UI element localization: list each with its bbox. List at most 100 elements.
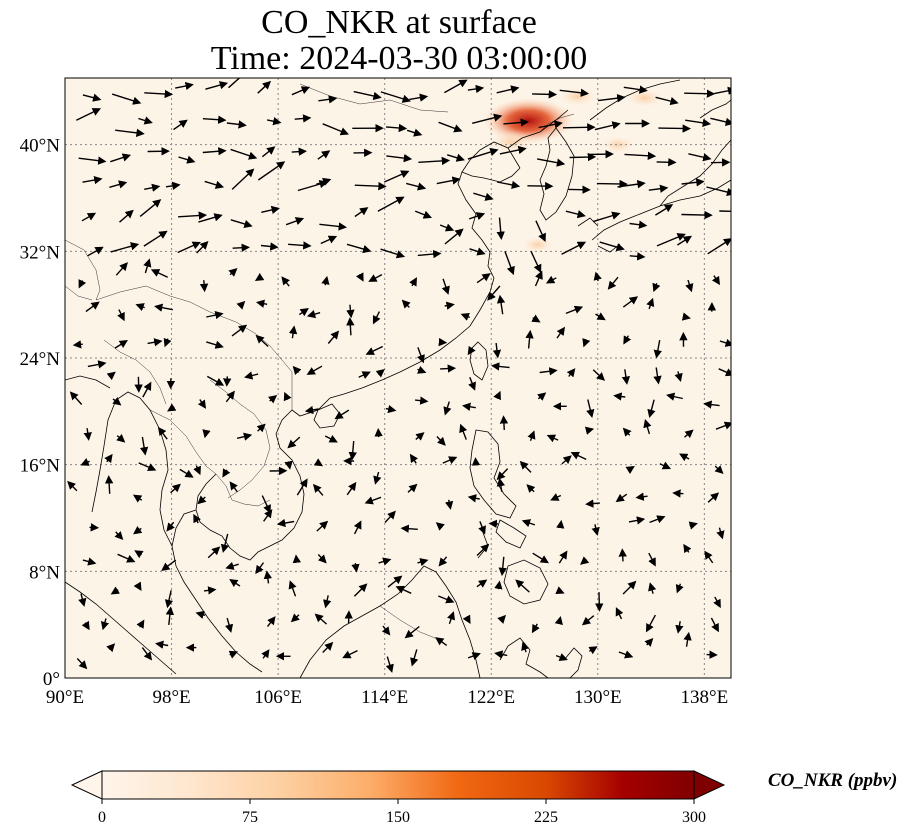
co-plume-3 — [625, 88, 664, 108]
wind-arrow — [539, 367, 558, 376]
coastlines — [65, 79, 731, 678]
wind-arrow — [492, 343, 502, 359]
wind-arrow — [225, 390, 235, 403]
myanmar-coastline — [65, 375, 141, 513]
wind-arrow — [444, 301, 455, 310]
wind-arrow — [197, 399, 207, 409]
wind-arrow — [134, 550, 144, 559]
wind-arrow — [257, 161, 286, 181]
latitude-label: 8°N — [29, 562, 60, 583]
wind-arrow — [207, 546, 221, 559]
wind-arrow — [114, 531, 124, 541]
wind-arrow — [87, 360, 107, 369]
wind-arrow — [440, 364, 457, 373]
wind-arrow — [317, 554, 327, 564]
wind-arrow — [136, 619, 145, 629]
wind-arrow — [417, 249, 442, 259]
wind-arrow — [718, 368, 731, 377]
wind-arrow — [294, 114, 312, 123]
wind-arrow — [177, 241, 201, 254]
wind-arrow — [496, 477, 505, 492]
wind-arrow — [617, 180, 646, 189]
wind-vector-layer — [67, 78, 731, 673]
wind-arrow — [622, 296, 639, 308]
wind-arrow — [82, 93, 102, 102]
wind-arrow — [653, 339, 662, 359]
wind-arrow — [106, 643, 116, 653]
wind-arrow — [297, 180, 328, 192]
wind-arrow — [496, 217, 505, 240]
wind-arrow — [467, 147, 499, 160]
wind-arrow — [409, 93, 429, 102]
border-cambodia — [231, 499, 271, 507]
wind-arrow — [444, 228, 464, 245]
wind-arrow — [255, 562, 265, 575]
wind-arrow — [677, 235, 692, 246]
wind-arrow — [85, 301, 100, 313]
wind-arrow — [534, 270, 543, 287]
wind-arrow — [255, 334, 269, 348]
wind-arrow — [261, 495, 271, 514]
wind-arrow — [498, 556, 507, 577]
wind-arrow — [435, 522, 445, 531]
wind-arrow — [499, 145, 527, 155]
wind-arrow — [244, 371, 259, 380]
wind-arrow — [436, 436, 446, 446]
wind-arrow — [106, 371, 116, 381]
border-china-west — [65, 239, 101, 301]
wind-arrow — [666, 392, 683, 401]
wind-arrow — [494, 580, 503, 590]
wind-arrow — [599, 241, 625, 252]
wind-arrow — [229, 481, 238, 493]
wind-arrow — [268, 394, 278, 404]
wind-arrow — [260, 242, 279, 251]
japan-coastline — [577, 139, 731, 253]
wind-arrow — [154, 303, 173, 312]
wind-arrow — [110, 586, 120, 595]
wind-arrow — [100, 618, 109, 631]
wind-arrow — [81, 212, 97, 222]
wind-arrow — [313, 458, 324, 467]
wind-arrow — [87, 246, 104, 257]
wind-arrow — [175, 81, 194, 91]
wind-arrow — [472, 113, 503, 124]
wind-arrow — [261, 649, 270, 659]
wind-arrow — [312, 483, 324, 496]
wind-arrow — [496, 294, 506, 315]
wind-arrow — [418, 156, 451, 166]
wind-arrow — [435, 637, 448, 646]
wind-arrow — [226, 120, 247, 129]
wind-arrow — [417, 558, 429, 567]
wind-arrow — [646, 297, 655, 310]
wind-arrow — [460, 312, 471, 321]
wind-arrow — [615, 493, 628, 503]
russia-coastline — [589, 79, 681, 121]
wind-arrow — [155, 640, 169, 649]
wind-arrow — [476, 579, 488, 588]
wind-arrow — [559, 88, 590, 97]
wind-arrow — [415, 396, 429, 405]
wind-arrow — [681, 178, 705, 187]
wind-arrow — [166, 521, 175, 532]
wind-arrow — [135, 303, 145, 312]
wind-arrow — [685, 279, 694, 293]
wind-arrow — [116, 433, 126, 443]
wind-arrow — [82, 557, 97, 566]
border-thailand — [149, 409, 233, 501]
wind-arrow — [290, 613, 300, 623]
wind-arrow — [415, 432, 425, 441]
wind-arrow — [354, 207, 369, 218]
wind-arrow — [467, 345, 476, 356]
wind-arrow — [346, 243, 372, 254]
wind-arrow — [306, 310, 321, 319]
wind-arrow — [504, 250, 515, 276]
wind-arrow — [467, 652, 481, 661]
wind-arrow — [80, 458, 90, 466]
wind-arrow — [320, 235, 338, 245]
wind-arrow — [346, 481, 357, 496]
wind-arrow — [291, 86, 311, 96]
wind-arrow — [496, 180, 521, 190]
longitude-ticks: 90°E 98°E 106°E 114°E 122°E 130°E 138°E — [46, 687, 728, 708]
wind-arrow — [444, 79, 468, 94]
